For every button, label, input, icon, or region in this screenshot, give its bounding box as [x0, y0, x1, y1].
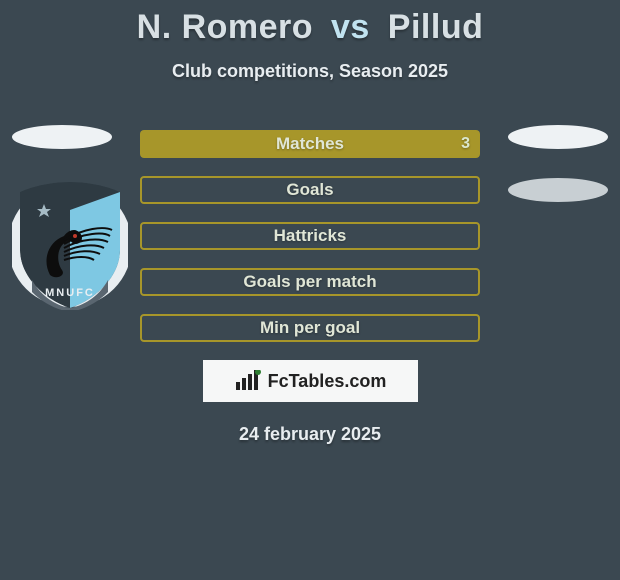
player2-name: Pillud: [388, 8, 484, 46]
footer-date: 24 february 2025: [0, 424, 620, 445]
player2-club-placeholder: [508, 178, 608, 202]
svg-text:MNUFC: MNUFC: [45, 287, 95, 299]
stat-label: Goals per match: [243, 272, 376, 292]
stats-container: Matches 3 Goals Hattricks Goals per matc…: [140, 130, 480, 342]
player1-avatar-placeholder: [12, 125, 112, 149]
stat-label: Hattricks: [274, 226, 347, 246]
fctables-logo: FcTables.com: [203, 360, 418, 402]
stat-label: Goals: [286, 180, 333, 200]
subtitle: Club competitions, Season 2025: [0, 61, 620, 82]
stat-row-matches: Matches 3: [140, 130, 480, 158]
stat-label: Matches: [276, 134, 344, 154]
stat-label: Min per goal: [260, 318, 360, 338]
player1-name: N. Romero: [137, 8, 313, 46]
comparison-title: N. Romero vs Pillud: [0, 0, 620, 47]
stat-row-goals: Goals: [140, 176, 480, 204]
stat-row-min-per-goal: Min per goal: [140, 314, 480, 342]
vs-text: vs: [331, 8, 370, 46]
mnufc-badge: MNUFC: [12, 180, 128, 310]
stat-row-goals-per-match: Goals per match: [140, 268, 480, 296]
stat-value: 3: [461, 135, 470, 153]
bars-icon: [234, 370, 262, 392]
stat-row-hattricks: Hattricks: [140, 222, 480, 250]
player2-avatar-placeholder: [508, 125, 608, 149]
logo-text: FcTables.com: [268, 371, 387, 392]
